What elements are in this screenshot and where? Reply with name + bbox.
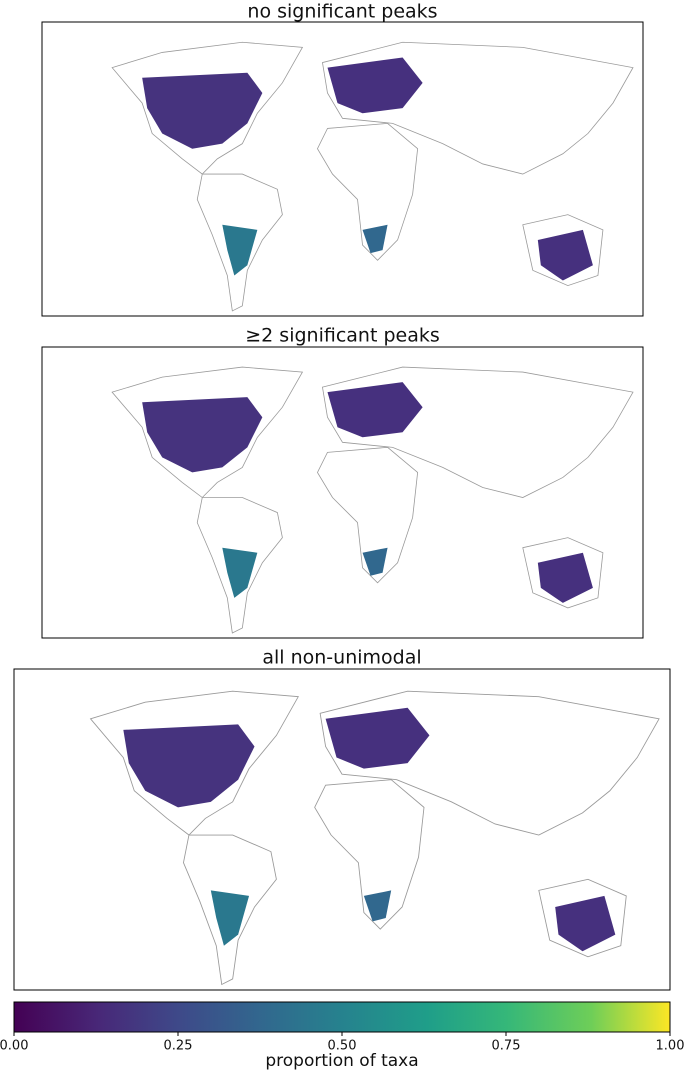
panel-title: ≥2 significant peaks bbox=[245, 325, 440, 347]
colorbar-tick-label: 0.00 bbox=[0, 1039, 28, 1054]
colorbar-label: proportion of taxa bbox=[265, 1051, 418, 1071]
panel-title: no significant peaks bbox=[247, 1, 437, 23]
colorbar-tick-label: 0.25 bbox=[164, 1039, 193, 1054]
colorbar-tick-label: 1.00 bbox=[656, 1039, 685, 1054]
panel-title: all non-unimodal bbox=[262, 647, 421, 669]
colorbar-tick-label: 0.50 bbox=[328, 1039, 357, 1054]
colorbar bbox=[13, 1001, 671, 1033]
colorbar-tick-label: 0.75 bbox=[492, 1039, 521, 1054]
